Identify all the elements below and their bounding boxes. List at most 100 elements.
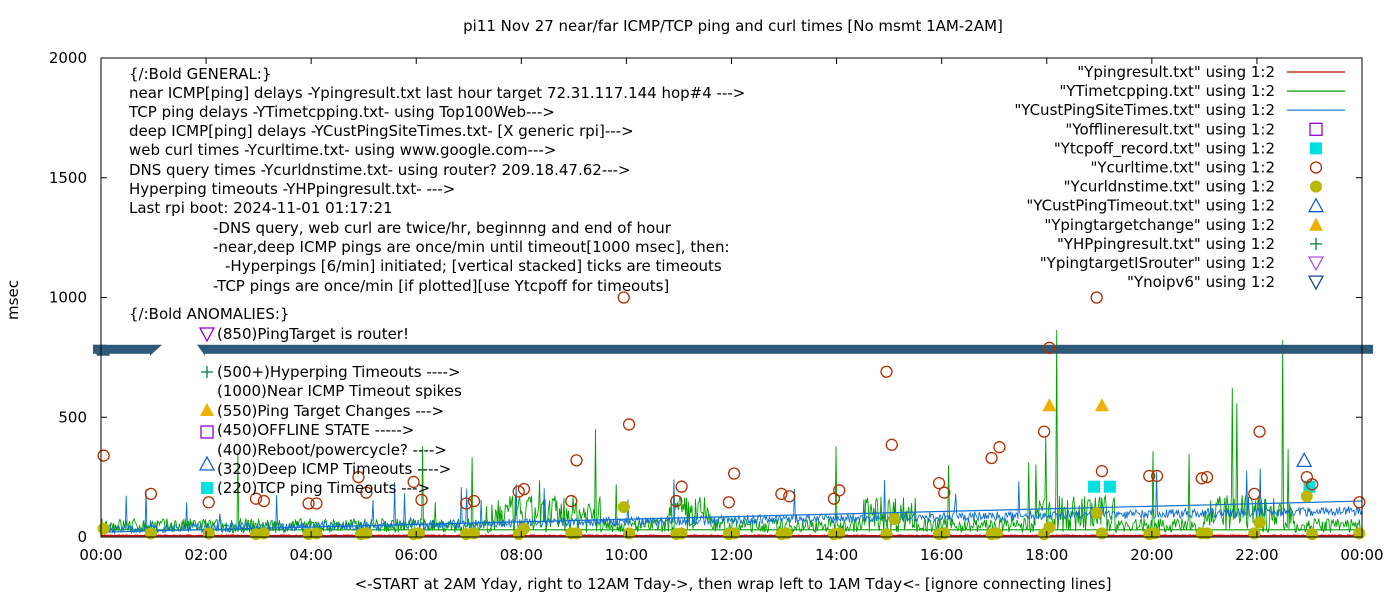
y-axis-label: msec [4, 280, 22, 320]
x-tick-label: 00:00 [1340, 546, 1383, 564]
x-tick-label: 00:00 [79, 546, 122, 564]
x-tick-label: 12:00 [710, 546, 753, 564]
series-points [97, 291, 1366, 510]
legend-swatch [1309, 122, 1323, 136]
x-tick-label: 20:00 [1130, 546, 1173, 564]
y-tick-label: 0 [77, 528, 87, 546]
data-point [880, 528, 893, 541]
y-tick-label: 2000 [49, 49, 87, 67]
x-tick-label: 08:00 [500, 546, 543, 564]
axes: 00:00 02:00 04:00 06:00 08:00 10:00 12:00 14:00… [49, 49, 1384, 564]
annotation-line: (400)Reboot/powercycle? ----> [217, 441, 447, 459]
legend-label: "Ypingtargetchange" using 1:2 [1044, 216, 1275, 234]
data-point [938, 527, 951, 540]
data-point [670, 494, 683, 508]
legend-swatch [1309, 217, 1323, 231]
annotation-line: -near,deep ICMP pings are once/min until… [213, 238, 730, 256]
annotation-line: {/:Bold ANOMALIES:} [129, 305, 289, 323]
series-trend [100, 500, 1363, 533]
series-points [1088, 480, 1316, 493]
data-point [932, 476, 946, 490]
data-point [1296, 451, 1313, 468]
data-point [833, 527, 846, 540]
data-point [880, 365, 893, 378]
data-point [1148, 527, 1161, 540]
data-point [1150, 469, 1164, 483]
data-point [517, 522, 530, 535]
x-tick-label: 14:00 [815, 546, 858, 564]
legend-label: "Ypingresult.txt" using 1:2 [1077, 63, 1275, 81]
data-point [775, 487, 788, 501]
data-point [257, 527, 270, 540]
data-point [727, 467, 741, 480]
data-point [1043, 341, 1056, 354]
annotation-line: (850)PingTarget is router! [217, 325, 409, 343]
x-tick-label: 18:00 [1025, 546, 1068, 564]
annotation-line: (500+)Hyperping Timeouts ----> [217, 363, 461, 381]
y-tick-label: 1500 [49, 169, 87, 187]
legend-swatch [1307, 197, 1325, 213]
data-point [412, 527, 425, 540]
x-axis-label: <-START at 2AM Yday, right to 12AM Tday-… [355, 575, 1112, 593]
legend-swatch [1310, 142, 1322, 155]
data-point [517, 482, 531, 496]
data-point [1253, 516, 1266, 529]
data-point [565, 494, 578, 508]
data-point [570, 527, 583, 540]
data-point [623, 527, 636, 540]
annotation-line: -DNS query, web curl are twice/hr, begin… [213, 219, 672, 237]
annotation-line: Last rpi boot: 2024-11-01 01:17:21 [129, 199, 393, 217]
data-point [1043, 521, 1056, 534]
data-point [1042, 398, 1057, 412]
data-point [1300, 490, 1313, 503]
data-point [1248, 527, 1261, 540]
legend-swatch [1309, 161, 1323, 174]
data-point [310, 497, 323, 510]
target-change-icon [200, 403, 214, 416]
x-tick-label: 16:00 [920, 546, 963, 564]
annotation-line: Hyperping timeouts -YHPpingresult.txt- -… [129, 180, 455, 198]
gap-banner-tip-right [197, 344, 205, 356]
data-point [1090, 507, 1103, 520]
gap-banner-bar [93, 344, 1373, 354]
data-point [97, 449, 110, 462]
legend-label: "YTimetcpping.txt" using 1:2 [1059, 82, 1275, 100]
legend-label: "Ycurltime.txt" using 1:2 [1090, 159, 1275, 177]
annotation-line: (220)TCP ping Timeouts ---> [217, 479, 430, 497]
x-tick-label: 04:00 [290, 546, 333, 564]
data-point [202, 496, 215, 509]
data-point [1037, 425, 1051, 438]
data-point [1094, 398, 1109, 412]
legend-label: "YCustPingSiteTimes.txt" using 1:2 [1014, 101, 1275, 119]
legend: "Ypingresult.txt" using 1:2"YTimetcpping… [1014, 63, 1345, 291]
data-point [97, 522, 110, 535]
data-point [467, 494, 481, 508]
data-point [257, 494, 271, 508]
hyperping-icon [201, 366, 213, 378]
data-point [1090, 291, 1103, 304]
annotation-line: TCP ping delays -YTimetcpping.txt- using… [128, 103, 555, 121]
x-tick-label: 06:00 [395, 546, 438, 564]
annotation-line: {/:Bold GENERAL:} [129, 65, 271, 83]
data-point [622, 418, 636, 431]
data-point [827, 492, 841, 505]
tcp-timeout-icon [201, 482, 213, 494]
annotation-line: (550)Ping Target Changes ---> [217, 402, 444, 420]
data-point [1095, 464, 1109, 478]
annotation-line: near ICMP[ping] delays -Ypingresult.txt … [129, 84, 745, 102]
data-point [1353, 496, 1366, 509]
legend-swatch [1307, 275, 1325, 291]
legend-swatch [1310, 237, 1322, 250]
data-point [617, 501, 630, 514]
offline-icon [200, 425, 214, 439]
data-point [1353, 527, 1366, 540]
data-point [1305, 478, 1319, 491]
data-point [722, 496, 736, 509]
data-point [985, 451, 998, 465]
legend-swatch [1310, 180, 1322, 193]
data-point [1306, 528, 1319, 541]
data-point [780, 527, 793, 540]
data-point [1200, 470, 1214, 484]
data-point [617, 291, 630, 304]
